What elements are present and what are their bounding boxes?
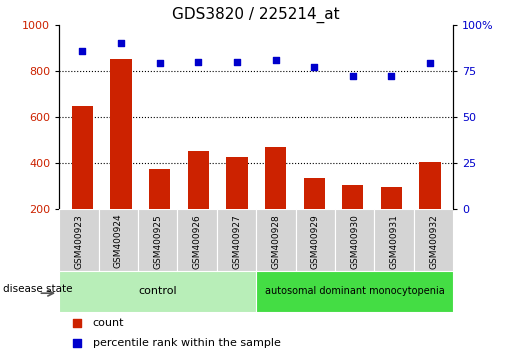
Title: GDS3820 / 225214_at: GDS3820 / 225214_at (173, 7, 340, 23)
Bar (342, 185, 364, 255)
Bar (374, 209, 414, 271)
Bar (149, 169, 170, 255)
Text: GSM400925: GSM400925 (153, 214, 162, 269)
Text: percentile rank within the sample: percentile rank within the sample (93, 338, 281, 348)
Text: GSM400930: GSM400930 (350, 214, 359, 269)
Bar (335, 209, 374, 271)
Bar (72, 106, 93, 255)
Bar (303, 178, 325, 255)
Point (78, 48, 87, 53)
Text: autosomal dominant monocytopenia: autosomal dominant monocytopenia (265, 286, 444, 296)
Text: GSM400924: GSM400924 (114, 214, 123, 268)
Point (426, 61, 434, 66)
Text: GSM400923: GSM400923 (75, 214, 83, 269)
Text: GSM400932: GSM400932 (429, 214, 438, 269)
Text: GSM400928: GSM400928 (271, 214, 280, 269)
Point (117, 40, 125, 46)
Text: GSM400931: GSM400931 (390, 214, 399, 269)
Bar (256, 271, 453, 312)
Point (73, 320, 81, 326)
Bar (414, 209, 453, 271)
Bar (226, 157, 248, 255)
Point (233, 59, 241, 64)
Point (271, 57, 280, 63)
Point (194, 59, 202, 64)
Bar (138, 209, 177, 271)
Text: GSM400926: GSM400926 (193, 214, 201, 269)
Point (387, 74, 396, 79)
Bar (381, 187, 402, 255)
Text: GSM400927: GSM400927 (232, 214, 241, 269)
Bar (59, 271, 256, 312)
Bar (256, 209, 296, 271)
Text: disease state: disease state (3, 284, 72, 294)
Bar (99, 209, 138, 271)
Point (156, 61, 164, 66)
Text: GSM400929: GSM400929 (311, 214, 320, 269)
Bar (296, 209, 335, 271)
Bar (59, 209, 99, 271)
Point (73, 340, 81, 346)
Point (310, 64, 318, 70)
Point (349, 74, 357, 79)
Text: control: control (139, 286, 177, 296)
Bar (187, 151, 209, 255)
Bar (110, 59, 132, 255)
Bar (177, 209, 217, 271)
Text: count: count (93, 318, 124, 328)
Bar (265, 147, 286, 255)
Bar (419, 162, 441, 255)
Bar (217, 209, 256, 271)
